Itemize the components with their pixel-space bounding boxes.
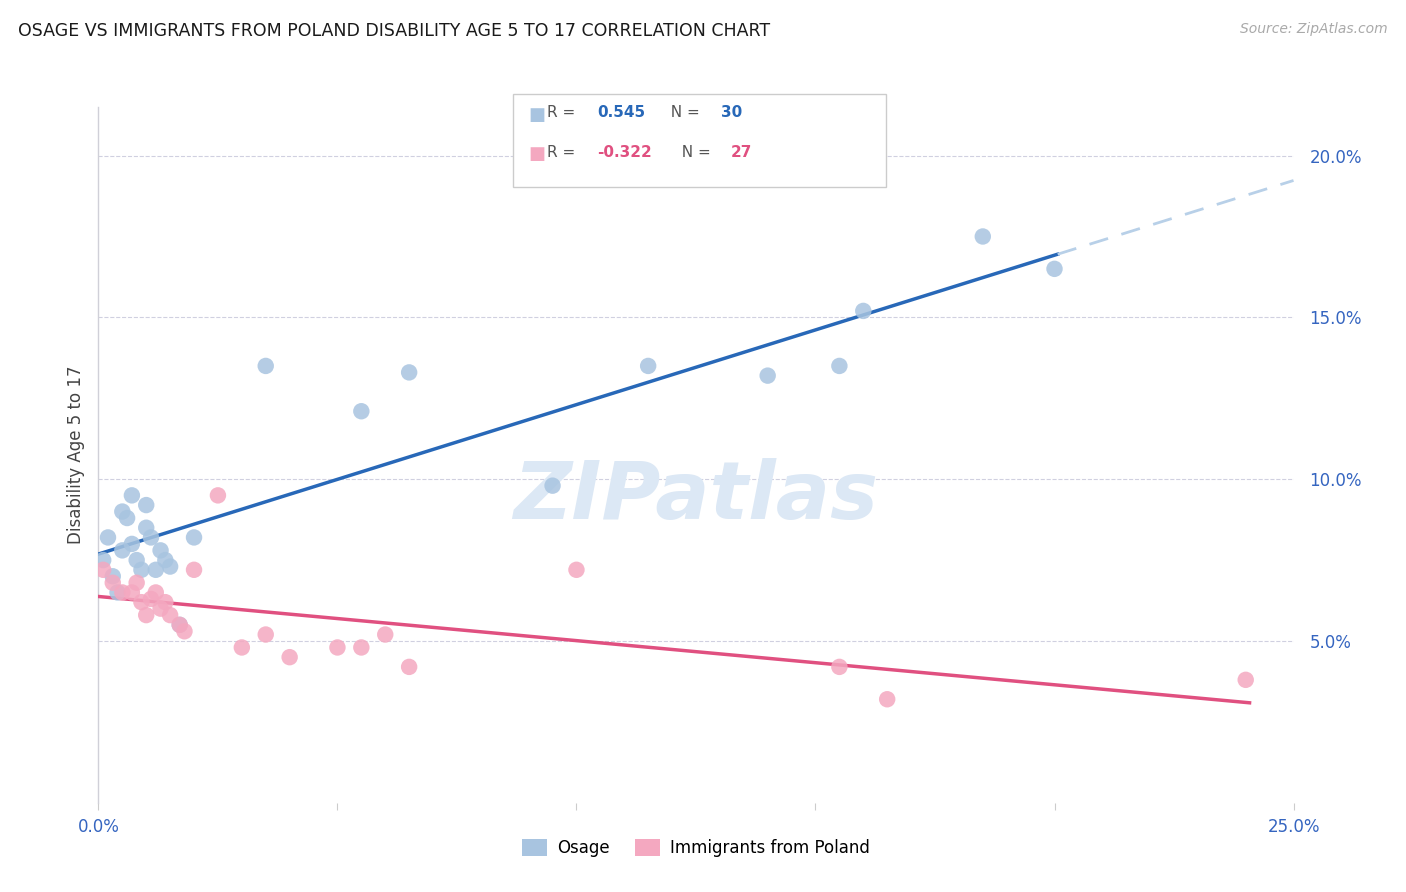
Point: [398, 365, 420, 379]
Point: [159, 608, 181, 623]
Text: R =: R =: [547, 145, 581, 160]
Y-axis label: Disability Age 5 to 17: Disability Age 5 to 17: [66, 366, 84, 544]
Point: [828, 359, 851, 373]
Point: [565, 563, 588, 577]
Point: [183, 531, 205, 545]
Text: R =: R =: [547, 105, 585, 120]
Point: [231, 640, 253, 655]
Point: [125, 575, 148, 590]
Point: [91, 553, 114, 567]
Point: [91, 563, 114, 577]
Point: [155, 595, 177, 609]
Point: [121, 488, 143, 502]
Point: [828, 660, 851, 674]
Point: [350, 640, 373, 655]
Point: [972, 229, 994, 244]
Point: [173, 624, 195, 639]
Point: [121, 537, 143, 551]
Text: 27: 27: [731, 145, 752, 160]
Point: [111, 504, 134, 518]
Point: [107, 585, 129, 599]
Text: -0.322: -0.322: [598, 145, 652, 160]
Point: [139, 591, 162, 606]
Point: [145, 585, 167, 599]
Point: [254, 627, 277, 641]
Point: [326, 640, 349, 655]
Point: [398, 660, 420, 674]
Point: [101, 569, 124, 583]
Point: [374, 627, 396, 641]
Point: [207, 488, 229, 502]
Point: [111, 543, 134, 558]
Point: [159, 559, 181, 574]
Point: [876, 692, 898, 706]
Text: N =: N =: [672, 145, 716, 160]
Point: [155, 553, 177, 567]
Point: [111, 585, 134, 599]
Point: [541, 478, 564, 492]
Point: [131, 595, 153, 609]
Point: [135, 608, 157, 623]
Point: [97, 531, 120, 545]
Text: N =: N =: [661, 105, 704, 120]
Point: [1043, 261, 1066, 276]
Text: ■: ■: [529, 145, 546, 163]
Point: [169, 617, 191, 632]
Point: [183, 563, 205, 577]
Text: ■: ■: [529, 106, 546, 124]
Point: [135, 498, 157, 512]
Legend: Osage, Immigrants from Poland: Osage, Immigrants from Poland: [516, 832, 876, 864]
Point: [149, 543, 172, 558]
Text: 30: 30: [721, 105, 742, 120]
Point: [637, 359, 659, 373]
Point: [131, 563, 153, 577]
Text: OSAGE VS IMMIGRANTS FROM POLAND DISABILITY AGE 5 TO 17 CORRELATION CHART: OSAGE VS IMMIGRANTS FROM POLAND DISABILI…: [18, 22, 770, 40]
Point: [350, 404, 373, 418]
Point: [101, 575, 124, 590]
Text: ZIPatlas: ZIPatlas: [513, 458, 879, 536]
Point: [121, 585, 143, 599]
Point: [149, 601, 172, 615]
Point: [1234, 673, 1257, 687]
Point: [169, 617, 191, 632]
Point: [139, 531, 162, 545]
Text: Source: ZipAtlas.com: Source: ZipAtlas.com: [1240, 22, 1388, 37]
Point: [254, 359, 277, 373]
Point: [278, 650, 301, 665]
Point: [145, 563, 167, 577]
Text: 0.545: 0.545: [598, 105, 645, 120]
Point: [135, 521, 157, 535]
Point: [115, 511, 138, 525]
Point: [756, 368, 779, 383]
Point: [125, 553, 148, 567]
Point: [852, 304, 875, 318]
